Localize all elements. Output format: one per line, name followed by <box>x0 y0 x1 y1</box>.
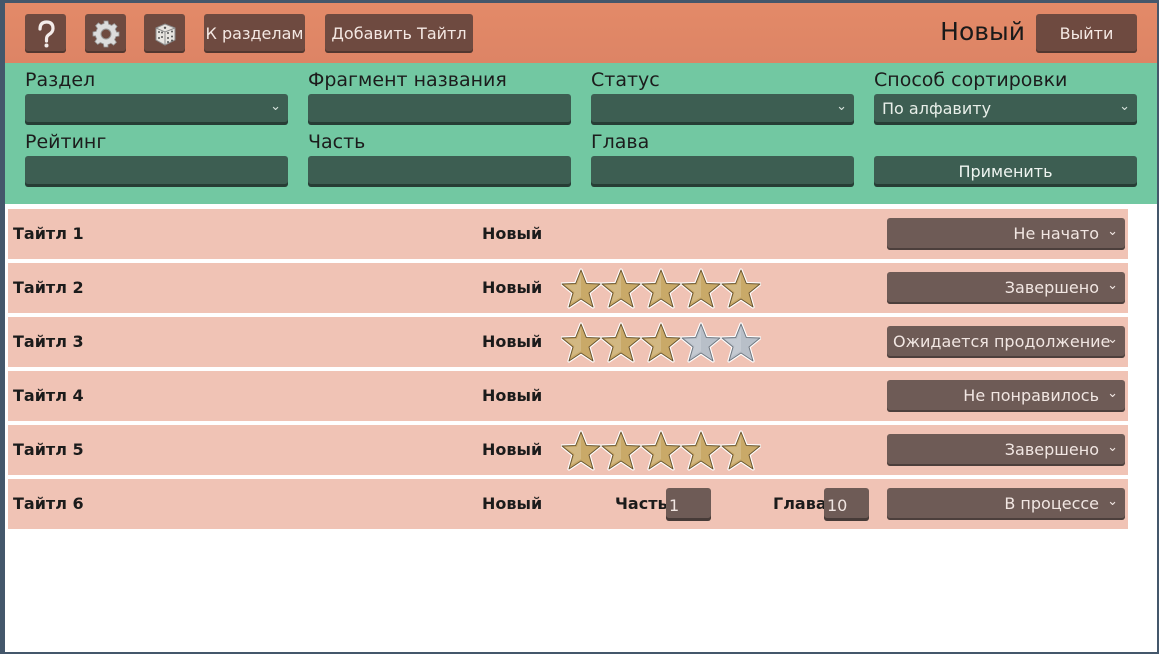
status-select[interactable]: Ожидается продолжение ⌄ <box>887 326 1125 358</box>
rating-stars[interactable] <box>561 322 761 364</box>
star-filled-icon[interactable] <box>601 268 641 310</box>
question-mark-icon <box>37 19 55 47</box>
chevron-down-icon: ⌄ <box>1107 440 1118 455</box>
title-section: Новый <box>482 332 543 351</box>
current-section-title: Новый <box>940 17 1025 46</box>
chevron-down-icon: ⌄ <box>1119 99 1130 114</box>
title-row[interactable]: Тайтл 6 Новый Часть 1 Глава 10 В процессе ⌄ <box>8 479 1128 529</box>
chevron-down-icon: ⌄ <box>1107 332 1118 347</box>
title-row[interactable]: Тайтл 1 Новый Не начато ⌄ <box>8 209 1128 259</box>
title-name[interactable]: Тайтл 6 <box>13 494 84 513</box>
settings-button[interactable] <box>85 14 126 53</box>
top-toolbar: К разделам Добавить Тайтл Новый Выйти <box>5 3 1157 63</box>
title-row[interactable]: Тайтл 4 Новый Не понравилось ⌄ <box>8 371 1128 421</box>
chevron-down-icon: ⌄ <box>1107 224 1118 239</box>
gear-icon <box>92 20 119 47</box>
chapter-input[interactable]: 10 <box>824 488 869 521</box>
chapter-label: Глава <box>773 494 827 513</box>
chapter-input[interactable] <box>591 156 854 187</box>
star-empty-icon[interactable] <box>721 322 761 364</box>
star-filled-icon[interactable] <box>601 322 641 364</box>
star-filled-icon[interactable] <box>721 268 761 310</box>
chevron-down-icon: ⌄ <box>1107 494 1118 509</box>
rating-filter-label: Рейтинг <box>25 131 107 153</box>
title-section: Новый <box>482 440 543 459</box>
status-select[interactable]: ⌄ <box>591 94 854 125</box>
status-select[interactable]: Завершено ⌄ <box>887 434 1125 466</box>
status-value: Не понравилось <box>963 386 1099 405</box>
sort-filter-label: Способ сортировки <box>874 69 1068 91</box>
status-select[interactable]: В процессе ⌄ <box>887 488 1125 520</box>
status-select[interactable]: Не понравилось ⌄ <box>887 380 1125 412</box>
rating-stars[interactable] <box>561 268 761 310</box>
status-select[interactable]: Не начато ⌄ <box>887 218 1125 250</box>
star-filled-icon[interactable] <box>641 322 681 364</box>
status-value: Ожидается продолжение <box>893 332 1111 351</box>
star-filled-icon[interactable] <box>561 322 601 364</box>
title-section: Новый <box>482 386 543 405</box>
status-value: Не начато <box>1013 224 1099 243</box>
title-row[interactable]: Тайтл 3 Новый Ожидается продолжение ⌄ <box>8 317 1128 367</box>
title-row[interactable]: Тайтл 2 Новый Завершено ⌄ <box>8 263 1128 313</box>
title-section: Новый <box>482 494 543 513</box>
status-value: В процессе <box>1004 494 1099 513</box>
dice-icon <box>155 22 175 46</box>
chevron-down-icon: ⌄ <box>270 99 281 114</box>
star-filled-icon[interactable] <box>561 268 601 310</box>
status-value: Завершено <box>1004 440 1099 459</box>
to-sections-button[interactable]: К разделам <box>204 14 305 53</box>
title-name[interactable]: Тайтл 1 <box>13 224 84 243</box>
chevron-down-icon: ⌄ <box>836 99 847 114</box>
part-filter-label: Часть <box>308 131 366 153</box>
chevron-down-icon: ⌄ <box>1107 278 1118 293</box>
rating-stars[interactable] <box>561 430 761 472</box>
title-name[interactable]: Тайтл 3 <box>13 332 84 351</box>
random-button[interactable] <box>144 14 185 53</box>
star-empty-icon[interactable] <box>681 322 721 364</box>
star-filled-icon[interactable] <box>681 430 721 472</box>
status-select[interactable]: Завершено ⌄ <box>887 272 1125 304</box>
part-input[interactable]: 1 <box>666 488 711 521</box>
apply-button[interactable]: Применить <box>874 156 1137 187</box>
star-filled-icon[interactable] <box>561 430 601 472</box>
star-filled-icon[interactable] <box>641 268 681 310</box>
star-filled-icon[interactable] <box>601 430 641 472</box>
logout-button[interactable]: Выйти <box>1036 14 1137 53</box>
chevron-down-icon: ⌄ <box>1107 386 1118 401</box>
status-value: Завершено <box>1004 278 1099 297</box>
section-filter-label: Раздел <box>25 69 96 91</box>
title-name[interactable]: Тайтл 2 <box>13 278 84 297</box>
sort-select[interactable]: По алфавиту ⌄ <box>874 94 1137 125</box>
filter-panel: Раздел ⌄ Фрагмент названия Статус ⌄ Спос… <box>5 63 1157 204</box>
title-name[interactable]: Тайтл 5 <box>13 440 84 459</box>
help-button[interactable] <box>25 14 66 53</box>
title-row[interactable]: Тайтл 5 Новый Завершено ⌄ <box>8 425 1128 475</box>
star-filled-icon[interactable] <box>721 430 761 472</box>
part-label: Часть <box>615 494 668 513</box>
status-filter-label: Статус <box>591 69 660 91</box>
sort-select-value: По алфавиту <box>882 99 992 118</box>
title-name[interactable]: Тайтл 4 <box>13 386 84 405</box>
add-title-button[interactable]: Добавить Тайтл <box>325 14 473 53</box>
title-section: Новый <box>482 224 543 243</box>
section-select[interactable]: ⌄ <box>25 94 288 125</box>
title-section: Новый <box>482 278 543 297</box>
star-filled-icon[interactable] <box>641 430 681 472</box>
chapter-filter-label: Глава <box>591 131 650 153</box>
rating-input[interactable] <box>25 156 288 187</box>
star-filled-icon[interactable] <box>681 268 721 310</box>
part-input[interactable] <box>308 156 571 187</box>
fragment-input[interactable] <box>308 94 571 125</box>
fragment-filter-label: Фрагмент названия <box>308 69 507 91</box>
